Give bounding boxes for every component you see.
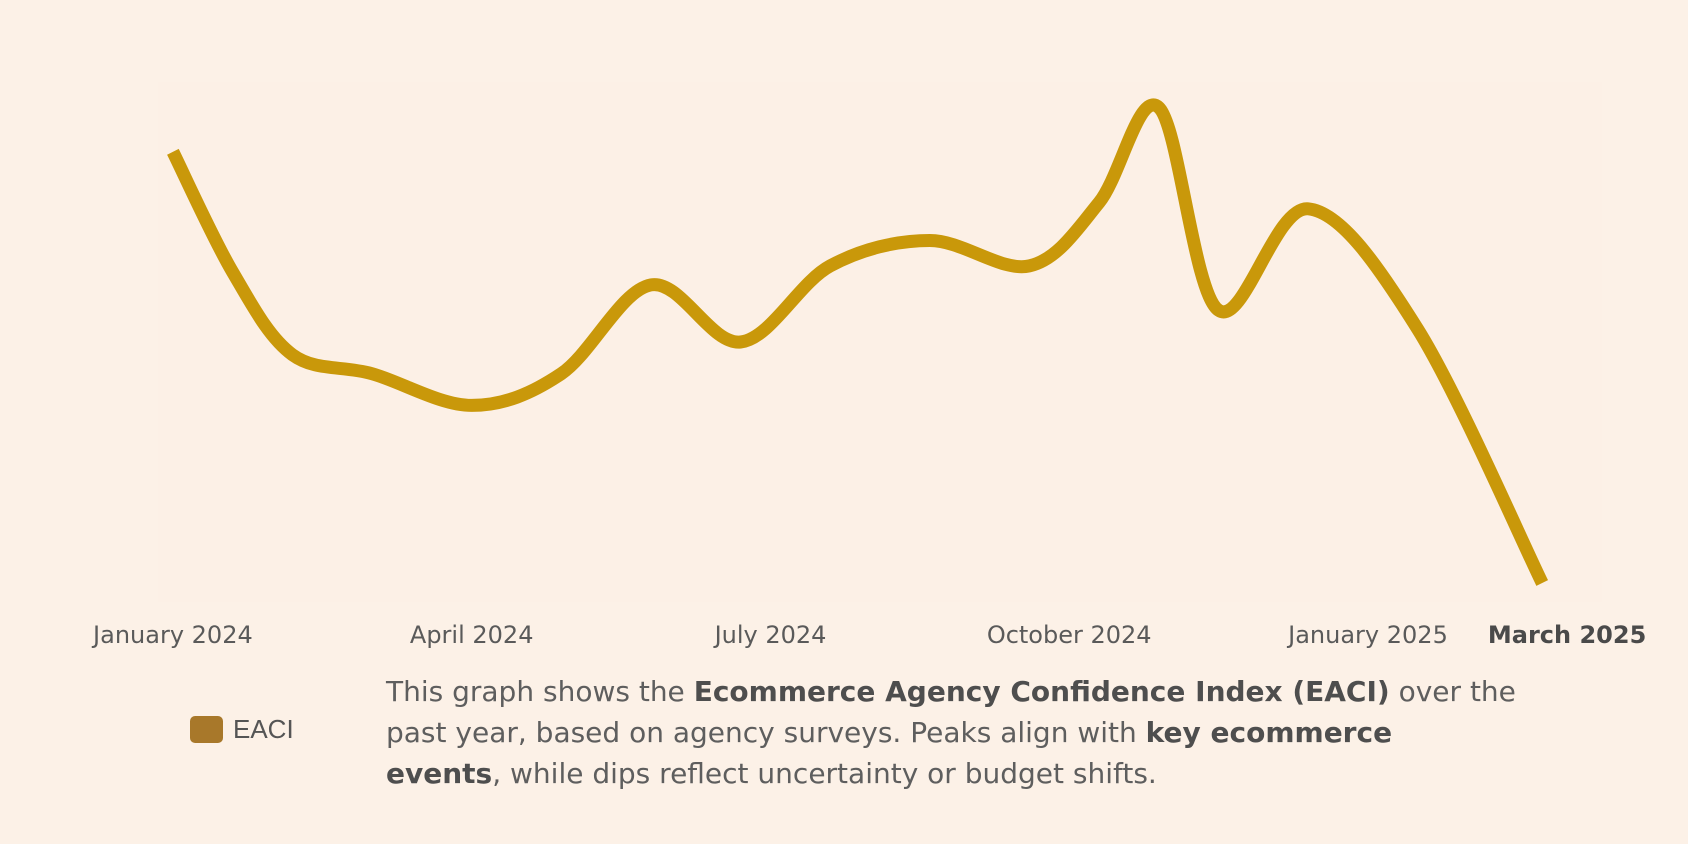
legend-label: EACI — [233, 714, 294, 744]
caption-text-1: This graph shows the — [386, 675, 694, 708]
plot-area — [158, 82, 1602, 602]
x-tick-label: October 2024 — [987, 621, 1152, 649]
x-tick-label: July 2024 — [713, 621, 827, 649]
caption-text-3: , while dips reflect uncertainty or budg… — [492, 757, 1157, 790]
series-line-0 — [167, 98, 1549, 586]
x-tick-label: January 2025 — [1286, 621, 1448, 649]
legend: EACI — [190, 714, 294, 745]
x-tick-label: April 2024 — [410, 621, 534, 649]
x-axis-ticks: January 2024 April 2024 July 2024 October 2… — [91, 621, 1646, 649]
legend-swatch — [190, 716, 223, 743]
x-tick-label: January 2024 — [91, 621, 253, 649]
chart-caption: This graph shows the Ecommerce Agency Co… — [386, 671, 1516, 794]
caption-bold-2: key ecommerce events — [386, 716, 1393, 790]
series-layer — [167, 98, 1549, 586]
x-tick-label: March 2025 — [1488, 621, 1646, 649]
caption-text-2: over the past year, based on agency surv… — [386, 675, 1516, 749]
caption-bold-1: Ecommerce Agency Confidence Index (EACI) — [693, 675, 1390, 708]
